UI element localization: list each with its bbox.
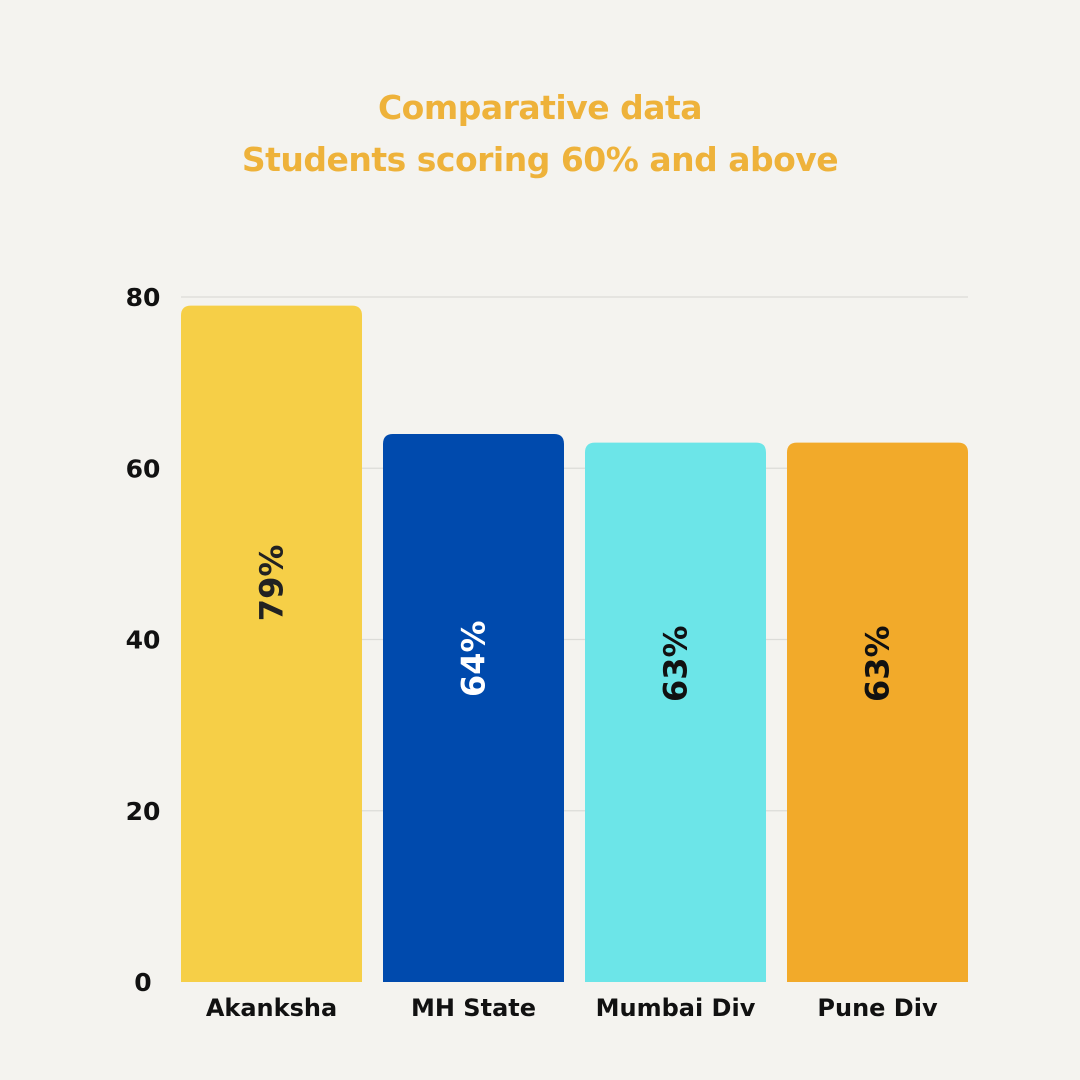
x-axis: Akanksha MH State Mumbai Div Pune Div: [206, 994, 938, 1022]
y-tick-label: 20: [126, 797, 161, 826]
bar-mh-state: [383, 434, 564, 982]
bars: [181, 305, 968, 982]
bar-akanksha: [181, 305, 362, 982]
x-tick-label: Pune Div: [817, 994, 938, 1022]
y-tick-label: 80: [126, 283, 161, 312]
bar-pune-div: [787, 442, 968, 982]
bar-mumbai-div: [585, 442, 766, 982]
y-tick-label: 40: [126, 626, 161, 655]
x-tick-label: Mumbai Div: [596, 994, 756, 1022]
y-tick-label: 0: [134, 968, 151, 997]
y-axis: 0 20 40 60 80: [126, 283, 161, 997]
chart-title: Comparative data: [377, 88, 703, 127]
bar-data-label: 79%: [253, 545, 291, 622]
x-tick-label: MH State: [411, 994, 536, 1022]
chart-subtitle: Students scoring 60% and above: [241, 140, 839, 179]
data-labels: 79% 64% 63% 63%: [253, 545, 897, 702]
bar-data-label: 64%: [455, 620, 493, 697]
x-tick-label: Akanksha: [206, 994, 337, 1022]
bar-data-label: 63%: [657, 625, 695, 702]
bar-data-label: 63%: [859, 625, 897, 702]
y-tick-label: 60: [126, 454, 161, 483]
